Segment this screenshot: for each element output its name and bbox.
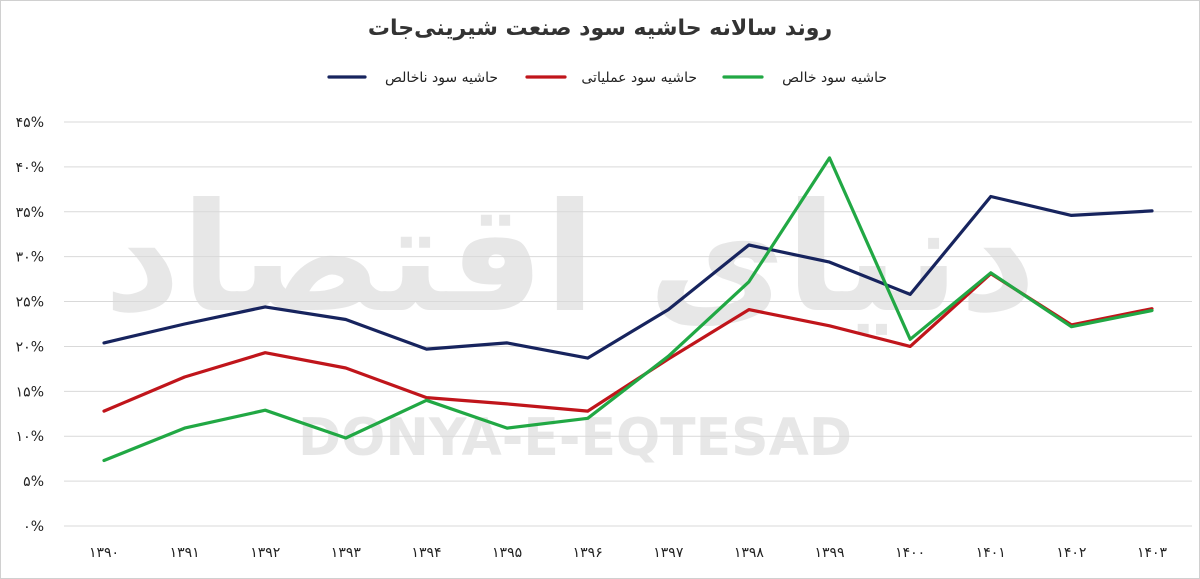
x-tick-label: ۱۳۹۰ (89, 545, 119, 561)
gridlines (64, 121, 1192, 527)
x-tick-label: ۱۳۹۱ (170, 545, 200, 561)
y-tick-label: ۲۰% (16, 339, 44, 355)
x-tick-label: ۱۳۹۳ (331, 545, 362, 561)
x-tick-label: ۱۴۰۳ (1137, 545, 1168, 561)
x-tick-label: ۱۳۹۴ (411, 545, 441, 561)
x-tick-label: ۱۳۹۵ (492, 545, 522, 561)
legend-label-2: حاشیه سود خالص (782, 70, 887, 86)
y-tick-label: ۱۵% (16, 384, 44, 400)
x-tick-label: ۱۴۰۲ (1056, 545, 1086, 561)
y-tick-label: ۱۰% (16, 429, 44, 445)
y-tick-label: ۳۵% (16, 205, 44, 221)
x-tick-label: ۱۳۹۲ (250, 545, 280, 561)
x-tick-label: ۱۴۰۰ (895, 545, 925, 561)
series-line-0 (102, 194, 1154, 360)
series-lines (102, 156, 1154, 463)
legend: حاشیه سود ناخالص حاشیه سود عملیاتی حاشیه س… (327, 70, 887, 86)
y-axis-ticks: ۰% ۵% ۱۰% ۱۵% ۲۰% ۲۵% ۳۰% ۳۵% ۴۰% ۴۵% (16, 115, 44, 535)
y-tick-label: ۰% (23, 519, 44, 535)
series-line-2 (102, 156, 1154, 463)
x-tick-label: ۱۳۹۶ (573, 545, 603, 561)
legend-label-0: حاشیه سود ناخالص (385, 70, 498, 86)
watermark-en: DONYA-E-EQTESAD (298, 408, 852, 468)
x-tick-label: ۱۳۹۹ (814, 545, 844, 561)
y-tick-label: ۵% (23, 474, 44, 490)
chart-title: روند سالانه حاشیه سود صنعت شیرینی‌جات (368, 16, 832, 41)
y-tick-label: ۴۵% (16, 115, 44, 131)
watermark-fa: دنیای اقتصاد (104, 172, 1037, 346)
x-axis-ticks: ۱۳۹۰ ۱۳۹۱ ۱۳۹۲ ۱۳۹۳ ۱۳۹۴ ۱۳۹۵ ۱۳۹۶ ۱۳۹۷ ۱۳۹۸ ۱۳۹۹… (89, 545, 1168, 561)
x-tick-label: ۱۳۹۸ (734, 545, 765, 561)
watermark: دنیای اقتصاد DONYA-E-EQTESAD (104, 172, 1037, 468)
y-tick-label: ۳۰% (16, 250, 44, 266)
y-tick-label: ۲۵% (16, 295, 44, 311)
y-tick-label: ۴۰% (16, 160, 44, 176)
legend-label-1: حاشیه سود عملیاتی (581, 70, 697, 86)
x-tick-label: ۱۳۹۷ (653, 545, 684, 561)
x-tick-label: ۱۴۰۱ (976, 545, 1006, 561)
